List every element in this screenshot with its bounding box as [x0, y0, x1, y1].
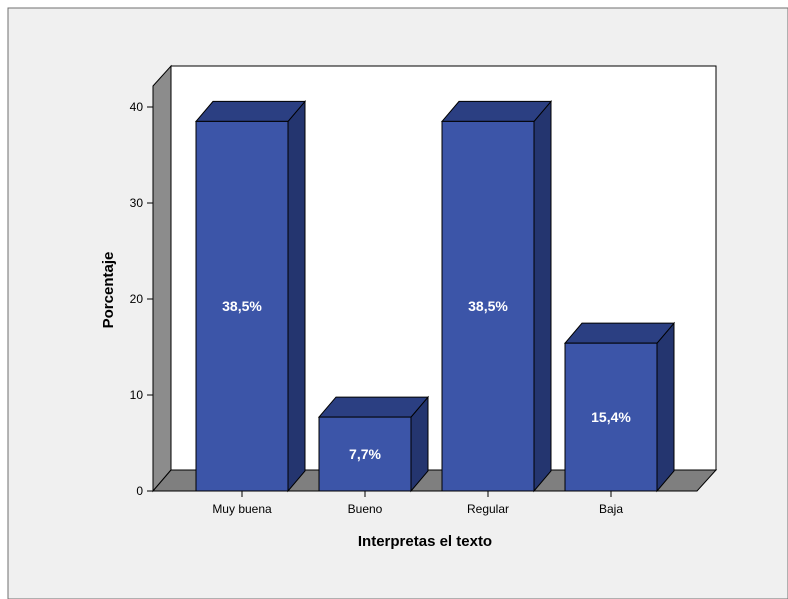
- y-tick-label: 20: [130, 292, 144, 306]
- bar-side: [287, 100, 306, 493]
- bars: 38,5% 7,7% 38,5% 15,4%: [194, 100, 676, 493]
- bar-front: [318, 416, 412, 492]
- x-tick-label: Muy buena: [212, 502, 272, 516]
- y-tick-label: 30: [130, 196, 144, 210]
- x-tick-label: Bueno: [348, 502, 383, 516]
- y-axis: 0 10 20 30 40: [130, 91, 154, 498]
- bar-front: [441, 120, 535, 492]
- y-axis-label: Porcentaje: [100, 252, 117, 329]
- data-label: 38,5%: [468, 298, 508, 314]
- bar-top: [440, 100, 553, 122]
- left-wall: [152, 64, 172, 493]
- bar-side: [656, 321, 675, 493]
- bar: 38,5%: [440, 100, 553, 493]
- data-label: 15,4%: [591, 409, 631, 425]
- bar-front: [195, 120, 289, 492]
- x-axis: Muy buena Bueno Regular Baja: [153, 490, 697, 516]
- data-label: 38,5%: [222, 298, 262, 314]
- x-tick-label: Baja: [599, 502, 623, 516]
- bar-side: [533, 100, 552, 493]
- bar-front: [564, 342, 658, 492]
- y-tick-label: 0: [136, 484, 143, 498]
- x-tick-label: Regular: [467, 502, 509, 516]
- x-axis-label: Interpretas el texto: [358, 533, 492, 550]
- bar: 7,7%: [317, 395, 430, 493]
- bar: 38,5%: [194, 100, 307, 493]
- bar: 15,4%: [563, 321, 676, 493]
- bar-top: [317, 396, 430, 418]
- y-tick-label: 10: [130, 388, 144, 402]
- bar-top: [194, 100, 307, 122]
- y-tick-label: 40: [130, 100, 144, 114]
- bar-top: [563, 322, 676, 344]
- data-label: 7,7%: [349, 446, 381, 462]
